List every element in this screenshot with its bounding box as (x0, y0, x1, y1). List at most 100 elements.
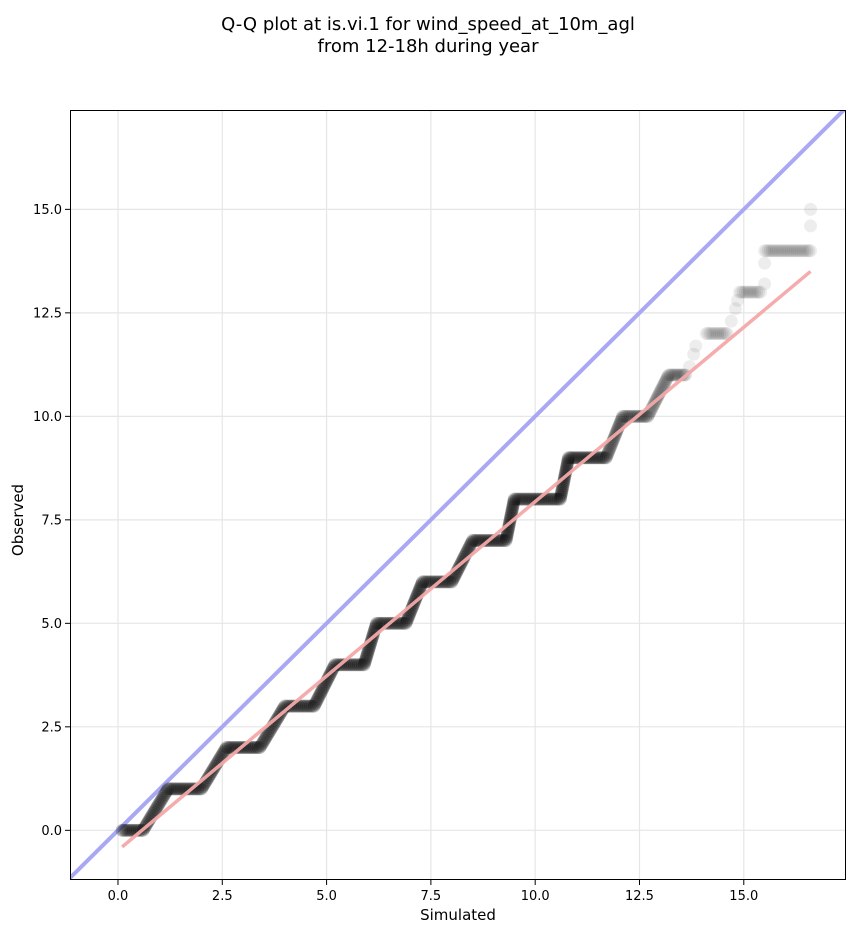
qq-point (507, 494, 521, 508)
y-tick-label: 15.0 (33, 203, 62, 218)
qq-point (659, 374, 673, 388)
qq-point (800, 244, 814, 258)
qq-point (261, 727, 275, 741)
qq-point (699, 327, 713, 341)
qq-point (349, 658, 363, 672)
qq-point (462, 541, 476, 555)
qq-point (551, 492, 565, 506)
qq-point (746, 285, 760, 299)
qq-point (316, 682, 330, 696)
qq-point (792, 244, 806, 258)
qq-point (517, 492, 531, 506)
qq-point (513, 492, 527, 506)
qq-point (471, 534, 485, 548)
qq-point (397, 616, 411, 630)
qq-point (777, 244, 791, 258)
qq-point (327, 660, 341, 674)
qq-point (315, 684, 329, 698)
qq-point (297, 699, 311, 713)
qq-point (546, 492, 560, 506)
qq-point (370, 616, 384, 630)
qq-point (310, 693, 324, 707)
qq-point (651, 389, 665, 403)
qq-point (189, 782, 203, 796)
qq-point (601, 445, 615, 459)
qq-point (705, 327, 719, 341)
qq-point (369, 618, 383, 632)
qq-point (600, 449, 614, 463)
qq-point (413, 581, 427, 595)
qq-point (781, 244, 795, 258)
qq-point (293, 699, 307, 713)
qq-point (542, 492, 556, 506)
qq-point (760, 244, 774, 258)
x-tick-label: 10.0 (521, 889, 550, 904)
qq-point (603, 441, 617, 455)
qq-point (786, 244, 800, 258)
qq-point (443, 575, 457, 589)
qq-point (117, 823, 131, 837)
qq-point (493, 534, 507, 548)
qq-point (321, 671, 335, 685)
qq-point (661, 370, 675, 384)
plot-frame (70, 110, 846, 880)
qq-point (553, 492, 567, 506)
qq-point (360, 648, 374, 662)
qq-point (740, 285, 754, 299)
qq-point (260, 729, 274, 743)
qq-point (307, 699, 321, 713)
qq-point (401, 611, 415, 625)
qq-point (262, 725, 276, 739)
plot-marks (70, 110, 846, 880)
qq-point (658, 375, 672, 389)
qq-point (761, 244, 775, 258)
qq-point (707, 327, 721, 341)
qq-point (804, 244, 818, 258)
qq-point (463, 539, 477, 553)
qq-point (495, 534, 509, 548)
qq-point (554, 490, 568, 504)
chart-title-line-1: Q-Q plot at is.vi.1 for wind_speed_at_10… (221, 14, 635, 35)
qq-point (500, 530, 514, 544)
qq-point (238, 741, 252, 755)
qq-point (742, 285, 756, 299)
qq-point (646, 400, 660, 414)
qq-point (457, 550, 471, 564)
qq-point (728, 302, 742, 316)
qq-point (147, 805, 161, 819)
qq-point (784, 244, 798, 258)
qq-point (445, 575, 459, 589)
qq-point (592, 451, 606, 465)
qq-point (358, 656, 372, 670)
qq-point (311, 692, 325, 706)
qq-point (160, 784, 174, 798)
qq-point (255, 737, 269, 751)
qq-point (447, 571, 461, 585)
qq-point (790, 244, 804, 258)
qq-point (563, 451, 577, 465)
qq-point (767, 244, 781, 258)
qq-point (115, 823, 129, 837)
qq-point (758, 244, 772, 258)
qq-point (798, 244, 812, 258)
y-axis-label: Observed (9, 483, 27, 557)
qq-point (521, 492, 535, 506)
qq-point (466, 534, 480, 548)
qq-point (465, 535, 479, 549)
y-tick-label: 12.5 (33, 306, 62, 321)
qq-point (547, 492, 561, 506)
qq-point (170, 782, 184, 796)
qq-point (750, 285, 764, 299)
qq-point (355, 658, 369, 672)
qq-point (217, 744, 231, 758)
qq-point (507, 496, 521, 510)
qq-point (486, 534, 500, 548)
qq-point (597, 451, 611, 465)
fit-line (121, 270, 812, 849)
qq-point (358, 654, 372, 668)
qq-point (256, 735, 270, 749)
qq-point (511, 492, 525, 506)
qq-point (393, 616, 407, 630)
qq-point (736, 285, 750, 299)
